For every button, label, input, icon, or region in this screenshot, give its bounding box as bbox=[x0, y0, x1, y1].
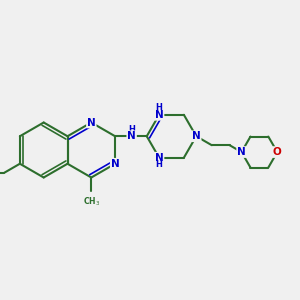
Text: O: O bbox=[273, 147, 282, 157]
Text: CH$_3$: CH$_3$ bbox=[83, 196, 100, 208]
Text: N: N bbox=[155, 153, 164, 163]
Text: N: N bbox=[192, 131, 201, 141]
Text: N: N bbox=[237, 147, 246, 157]
Text: N: N bbox=[87, 118, 96, 128]
Text: N: N bbox=[127, 131, 136, 141]
Text: N: N bbox=[155, 110, 164, 120]
Text: N: N bbox=[111, 159, 119, 169]
Text: H: H bbox=[156, 160, 163, 169]
Text: H: H bbox=[128, 125, 135, 134]
Text: H: H bbox=[156, 103, 163, 112]
